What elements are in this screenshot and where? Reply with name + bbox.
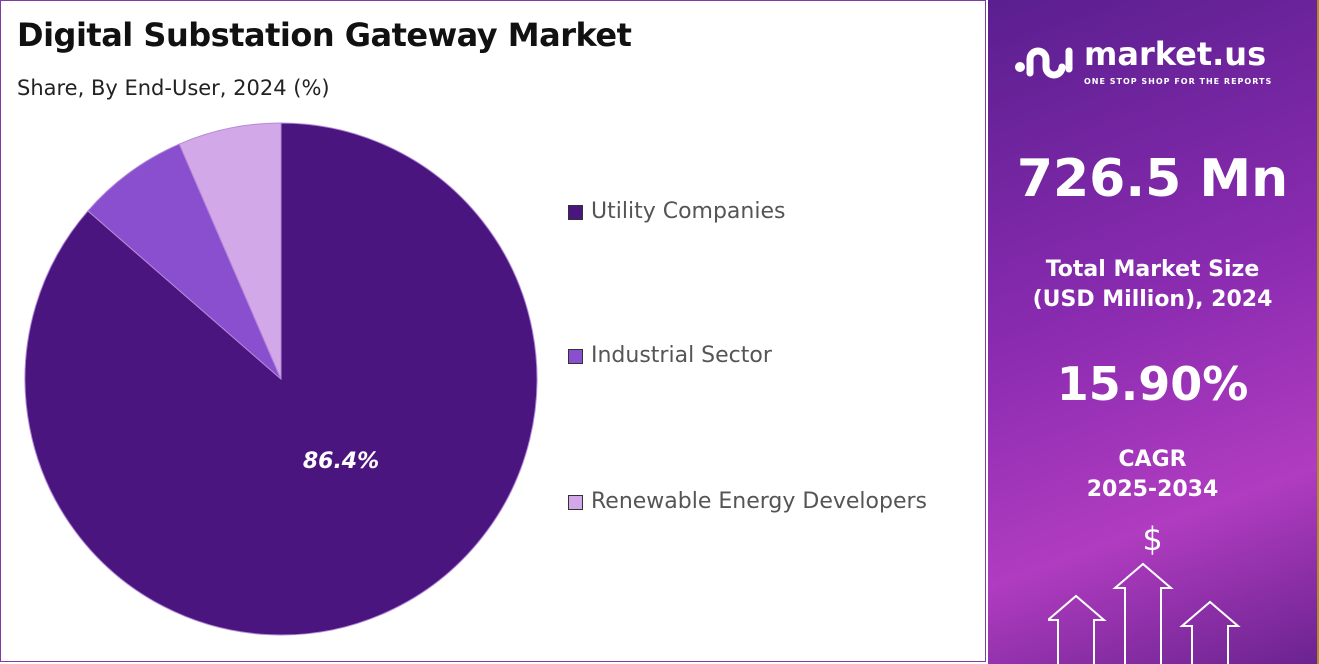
pie-chart: 86.4% [24,122,538,636]
market-size-label-2: (USD Million), 2024 [1032,287,1273,312]
market-us-logo-icon [1015,47,1073,79]
pie-slice-renewable-energy-developers [178,122,282,380]
legend-label: Industrial Sector [591,343,772,368]
cagr-period: 2025-2034 [1086,477,1219,502]
legend-item-renewable: Renewable Energy Developers [568,488,927,516]
legend-label: Renewable Energy Developers [591,489,928,514]
summary-panel: market.us ONE STOP SHOP FOR THE REPORTS 7… [988,0,1319,664]
legend-swatch [568,494,583,510]
market-size-label: Total Market Size [1045,257,1260,282]
chart-subtitle: Share, By End-User, 2024 (%) [17,76,330,100]
legend-item-industrial: Industrial Sector [568,342,772,370]
legend-item-utility: Utility Companies [568,198,785,226]
legend-swatch [568,204,583,220]
cagr-value: 15.90% [1056,357,1249,411]
data-label: 86.4% [303,449,379,474]
pie-slice-industrial-sector [87,143,282,380]
brand-logo: market.us ONE STOP SHOP FOR THE REPORTS [1014,34,1272,88]
legend-label: Utility Companies [591,199,786,224]
cagr-label: CAGR [1118,447,1187,472]
market-size-value: 726.5 Mn [1016,149,1289,209]
growth-arrows-icon [1048,562,1241,664]
legend-swatch [568,348,583,364]
chart-title: Digital Substation Gateway Market [17,16,632,54]
brand-tagline: ONE STOP SHOP FOR THE REPORTS [1084,77,1273,86]
brand-name: market.us [1084,35,1267,73]
dollar-icon: $ [1142,520,1163,558]
chart-panel: Digital Substation Gateway Market Share,… [0,0,986,662]
